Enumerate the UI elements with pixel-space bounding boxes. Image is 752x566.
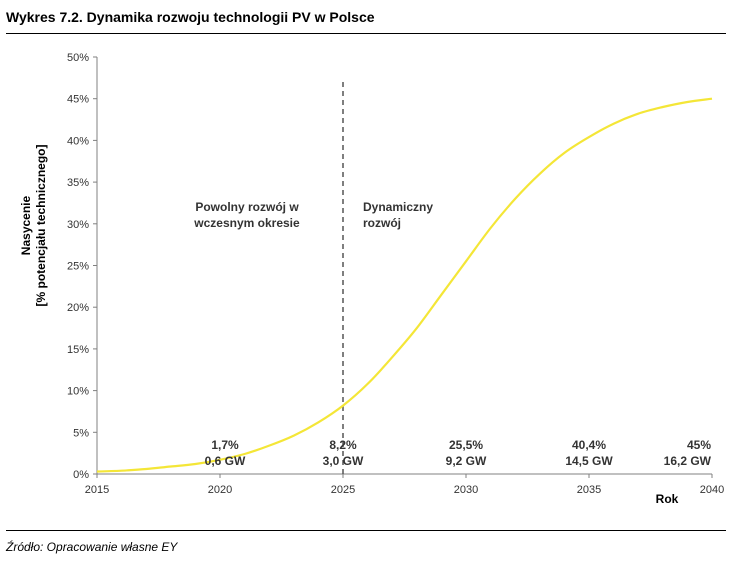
annotation-percent: 25,5% [449,438,483,452]
annotation-capacity: 9,2 GW [446,454,487,468]
source-note: Źródło: Opracowanie własne EY [6,540,178,554]
region-label: Dynamiczny rozwój [363,200,433,230]
x-ticks: 2015 2020 2025 2030 2035 2040 [85,474,724,496]
annotation-capacity: 14,5 GW [565,454,613,468]
x-tick-label: 2035 [577,484,601,496]
region-labels: Powolny rozwój w wczesnym okresie Dynamicz… [193,200,433,230]
axes [96,57,712,475]
series [96,97,713,473]
region-label-line: Powolny rozwój w [195,200,299,214]
y-tick-label: 5% [73,427,89,439]
y-tick-label: 0% [73,469,89,481]
annotation-capacity: 16,2 GW [664,454,712,468]
x-tick-label: 2030 [454,484,478,496]
region-label-line: wczesnym okresie [193,216,300,230]
x-tick-label: 2015 [85,484,109,496]
region-label-line: rozwój [363,216,401,230]
x-tick-label: 2040 [700,484,724,496]
x-axis-label: Rok [656,492,679,506]
y-tick-label: 35% [67,177,89,189]
annotation-percent: 45% [687,438,711,452]
y-tick-label: 40% [67,135,89,147]
annotation-capacity: 0,6 GW [205,454,246,468]
bottom-rule [6,530,726,531]
y-tick-label: 25% [67,261,89,273]
y-axis-title-line: [% potencjału technicznego] [34,144,48,306]
annotation-percent: 40,4% [572,438,606,452]
y-tick-label: 15% [67,344,89,356]
y-axis-label: Nasycenie[% potencjału technicznego] [19,144,48,306]
y-tick-label: 20% [67,302,89,314]
region-label: Powolny rozwój w wczesnym okresie [193,200,300,230]
region-label-line: Dynamiczny [363,200,433,214]
chart-title: Wykres 7.2. Dynamika rozwoju technologii… [6,9,375,25]
annotations: 1,7% 0,6 GW 8,2% 3,0 GW 25,5% 9,2 GW 40,4% 14,5… [205,438,712,468]
top-rule [6,33,726,34]
y-tick-label: 45% [67,94,89,106]
annotation-capacity: 3,0 GW [323,454,364,468]
annotation-percent: 1,7% [211,438,239,452]
y-axis-title-line: Nasycenie [19,195,33,255]
x-tick-label: 2025 [331,484,355,496]
y-axis-title: Nasycenie[% potencjału technicznego] [19,144,48,306]
y-tick-label: 10% [67,386,89,398]
y-tick-label: 50% [67,52,89,64]
series-line [96,97,713,473]
x-tick-label: 2020 [208,484,232,496]
y-ticks: 0% 5% 10% 15% 20% 25% 30% 35% 40% 45% 50% [67,52,97,481]
y-tick-label: 30% [67,219,89,231]
annotation-percent: 8,2% [329,438,357,452]
